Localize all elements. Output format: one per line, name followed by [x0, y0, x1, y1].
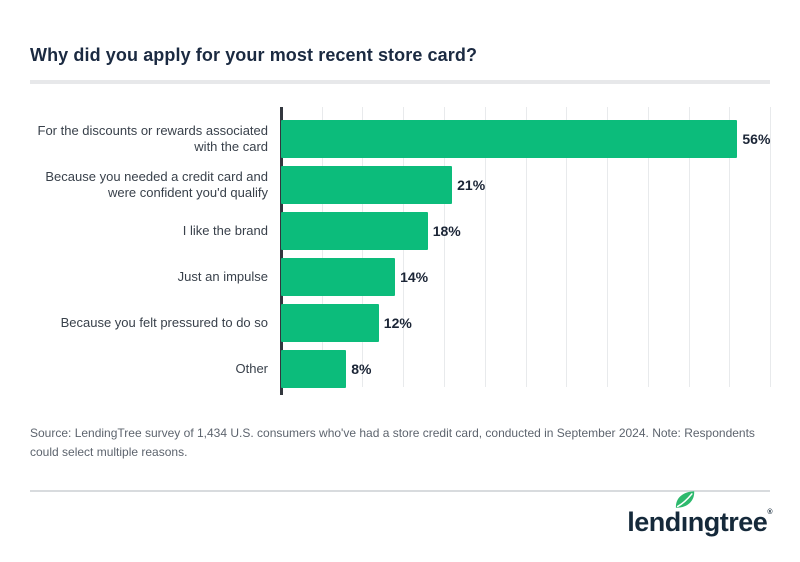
bar — [281, 350, 347, 388]
category-label: Other — [235, 361, 268, 376]
bar-track: 21% — [281, 162, 770, 208]
logo-text-pre: lend — [627, 507, 681, 537]
bar-track: 56% — [281, 116, 770, 162]
gridline — [566, 107, 568, 387]
bar-chart: For the discounts or rewards associated … — [30, 107, 771, 395]
category-label: Because you felt pressured to do so — [60, 315, 268, 330]
value-label: 14% — [400, 269, 429, 285]
gridline — [688, 107, 690, 387]
bar — [281, 120, 738, 158]
chart-row: Because you needed a credit card and wer… — [30, 162, 770, 208]
chart-row: I like the brand 18% — [30, 208, 770, 254]
category-label: Because you needed a credit card and wer… — [45, 169, 268, 200]
footer: lend ıngtree® — [30, 491, 772, 562]
value-label: 18% — [432, 223, 461, 239]
bar-track: 12% — [281, 300, 770, 346]
gridline — [647, 107, 649, 387]
bar — [281, 212, 428, 250]
footer-divider — [30, 490, 770, 492]
title-divider — [30, 80, 770, 84]
bar — [281, 304, 379, 342]
y-axis-line — [280, 107, 283, 395]
bar-track: 14% — [281, 254, 770, 300]
logo-text-post: ngtree — [687, 507, 768, 537]
logo-dotless-i: ı — [680, 507, 689, 537]
page-title: Why did you apply for your most recent s… — [30, 45, 478, 65]
category-label: Just an impulse — [177, 269, 268, 284]
chart-rows: For the discounts or rewards associated … — [30, 116, 770, 392]
gridline — [606, 107, 608, 387]
chart-row: Just an impulse 14% — [30, 254, 770, 300]
value-label: 21% — [457, 177, 486, 193]
gridline — [443, 107, 445, 387]
bar-track: 18% — [281, 208, 770, 254]
chart-row: For the discounts or rewards associated … — [30, 116, 770, 162]
gridline — [729, 107, 731, 387]
leaf-icon — [675, 491, 694, 508]
bar-track: 8% — [281, 346, 770, 392]
value-label: 8% — [351, 361, 372, 377]
gridline — [770, 107, 771, 387]
logo-letter-i: ı — [675, 491, 694, 539]
chart-row: Because you felt pressured to do so 12% — [30, 300, 770, 346]
category-label: For the discounts or rewards associated … — [37, 123, 269, 154]
gridline — [484, 107, 486, 387]
chart-row: Other 8% — [30, 346, 770, 392]
bar — [281, 166, 453, 204]
value-label: 12% — [383, 315, 412, 331]
category-label: I like the brand — [182, 223, 268, 238]
registered-mark: ® — [767, 509, 772, 516]
bar — [281, 258, 396, 296]
source-note: Source: LendingTree survey of 1,434 U.S.… — [30, 426, 755, 459]
lendingtree-logo: lend ıngtree® — [627, 491, 772, 539]
value-label: 56% — [742, 131, 771, 147]
gridline — [525, 107, 527, 387]
